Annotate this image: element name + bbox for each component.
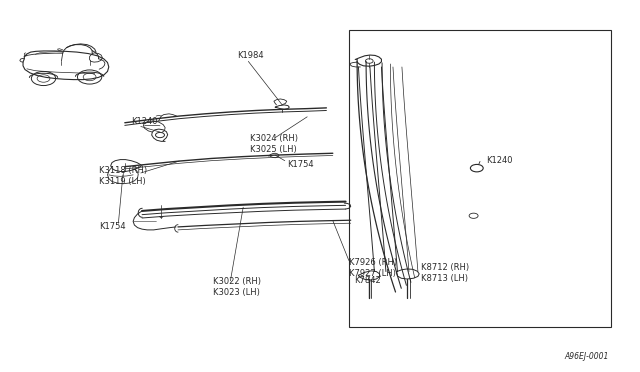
Text: K3022 (RH)
K3023 (LH): K3022 (RH) K3023 (LH) [213,277,261,297]
Text: K8712 (RH)
K8713 (LH): K8712 (RH) K8713 (LH) [421,263,469,283]
Text: K7926 (RH)
K7927 (LH): K7926 (RH) K7927 (LH) [349,258,397,278]
Text: K1240: K1240 [486,156,513,165]
Text: K1754: K1754 [99,222,126,231]
Text: A96EJ-0001: A96EJ-0001 [565,352,609,361]
Text: K1240: K1240 [131,118,157,126]
Text: K3118 (RH)
K3119 (LH): K3118 (RH) K3119 (LH) [99,166,147,186]
Text: K3024 (RH)
K3025 (LH): K3024 (RH) K3025 (LH) [250,134,298,154]
Bar [349,30,611,327]
Text: K7842: K7842 [354,276,381,285]
Text: K1984: K1984 [237,51,264,60]
Text: K1754: K1754 [287,160,314,169]
